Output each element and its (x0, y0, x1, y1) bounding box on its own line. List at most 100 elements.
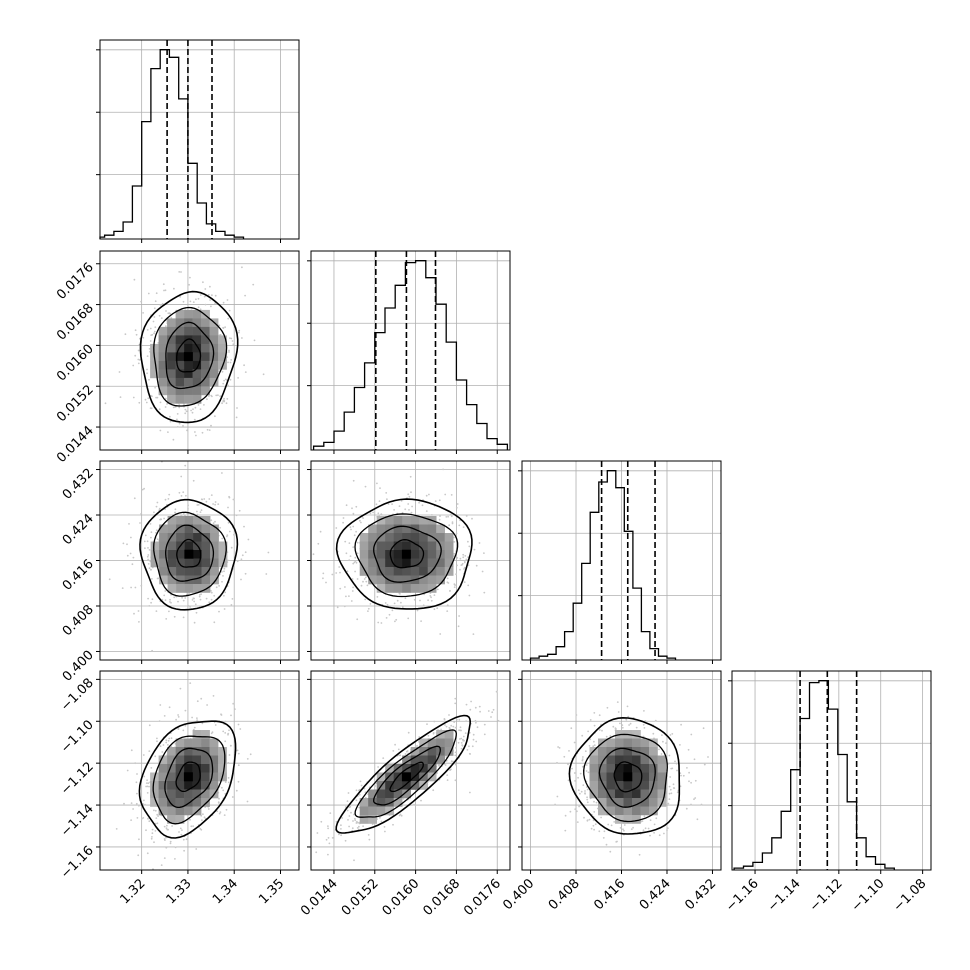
scatter-point (463, 566, 466, 569)
density-cell (184, 377, 193, 387)
x-tick-label: 1.34 (210, 876, 241, 907)
scatter-point (293, 507, 295, 509)
scatter-point (462, 735, 465, 738)
scatter-point (567, 779, 570, 782)
density-cell (427, 524, 437, 534)
density-cell (184, 584, 194, 593)
x-tick-label: 0.432 (682, 876, 719, 913)
density-cell (640, 781, 650, 790)
density-cells (150, 730, 227, 824)
scatter-point (601, 729, 603, 732)
density-cell (427, 755, 437, 765)
scatter-point (592, 819, 595, 822)
scatter-point (352, 820, 354, 822)
scatter-point (352, 546, 355, 548)
scatter-point (174, 226, 176, 228)
scatter-point (163, 857, 166, 859)
scatter-point (472, 633, 475, 635)
scatter-point (379, 816, 381, 819)
scatter-point (349, 805, 352, 808)
scatter-point (564, 814, 567, 817)
histogram-line (99, 49, 245, 239)
scatter-point (694, 797, 697, 799)
scatter-point (394, 620, 396, 623)
scatter-point (439, 633, 442, 635)
scatter-point (579, 792, 581, 795)
density-cell (606, 798, 616, 807)
density-content (115, 682, 252, 870)
y-tick-label: 0.408 (60, 602, 97, 639)
scatter-point (147, 817, 149, 820)
density-cell (419, 533, 428, 542)
scatter-point (146, 372, 149, 375)
scatter-point (144, 398, 147, 401)
density-content (104, 226, 265, 441)
density-cell (201, 377, 210, 387)
scatter-point (446, 577, 449, 580)
scatter-point (215, 586, 218, 589)
scatter-point (230, 744, 232, 747)
scatter-point (225, 402, 228, 405)
scatter-point (190, 825, 193, 828)
density-cell (368, 806, 377, 816)
scatter-point (199, 511, 202, 513)
scatter-point (159, 401, 162, 404)
density-cell (175, 798, 185, 807)
scatter-point (196, 700, 199, 703)
scatter-point (178, 406, 181, 409)
scatter-point (406, 750, 409, 752)
scatter-point (207, 808, 210, 810)
scatter-point (589, 719, 592, 721)
scatter-point (140, 300, 143, 303)
scatter-point (229, 378, 232, 381)
scatter-point (147, 554, 150, 556)
density-cell (410, 516, 420, 525)
scatter-point (595, 801, 598, 804)
scatter-point (464, 555, 467, 557)
scatter-point (219, 811, 222, 813)
scatter-point (159, 429, 162, 432)
density-cell (402, 541, 411, 551)
scatter-point (126, 769, 129, 772)
scatter-point (163, 838, 166, 840)
scatter-point (142, 817, 145, 819)
scatter-point (515, 538, 517, 540)
scatter-point (132, 364, 135, 367)
density-peak-cell (401, 772, 411, 782)
contour-line (153, 511, 227, 597)
scatter-point (589, 738, 592, 741)
density-cell (640, 764, 650, 773)
scatter-point (138, 804, 140, 807)
density-cell (184, 360, 193, 370)
scatter-point (200, 814, 203, 817)
density-cell (376, 524, 386, 534)
scatter-point (327, 827, 329, 830)
density-cell (393, 541, 403, 551)
scatter-point (398, 814, 401, 817)
scatter-point (128, 523, 130, 525)
scatter-point (183, 849, 186, 852)
scatter-point (592, 745, 595, 748)
density-cell (184, 747, 193, 756)
scatter-point (327, 853, 329, 856)
scatter-point (179, 296, 182, 298)
scatter-point (129, 552, 132, 555)
panel-frame (99, 670, 300, 871)
scatter-point (355, 799, 358, 802)
scatter-point (169, 840, 172, 843)
density-cell (427, 738, 437, 748)
scatter-point (141, 817, 143, 820)
density-cell (193, 550, 202, 559)
scatter-point (577, 789, 580, 792)
scatter-point (149, 327, 152, 330)
density-cell (589, 764, 599, 773)
scatter-point (138, 838, 140, 841)
scatter-point (180, 495, 183, 497)
scatter-point (649, 819, 652, 822)
scatter-point (382, 757, 385, 759)
scatter-point (641, 820, 644, 822)
scatter-point (222, 327, 225, 330)
scatter-point (185, 494, 187, 497)
scatter-point (418, 736, 421, 738)
density-cell (175, 335, 185, 345)
